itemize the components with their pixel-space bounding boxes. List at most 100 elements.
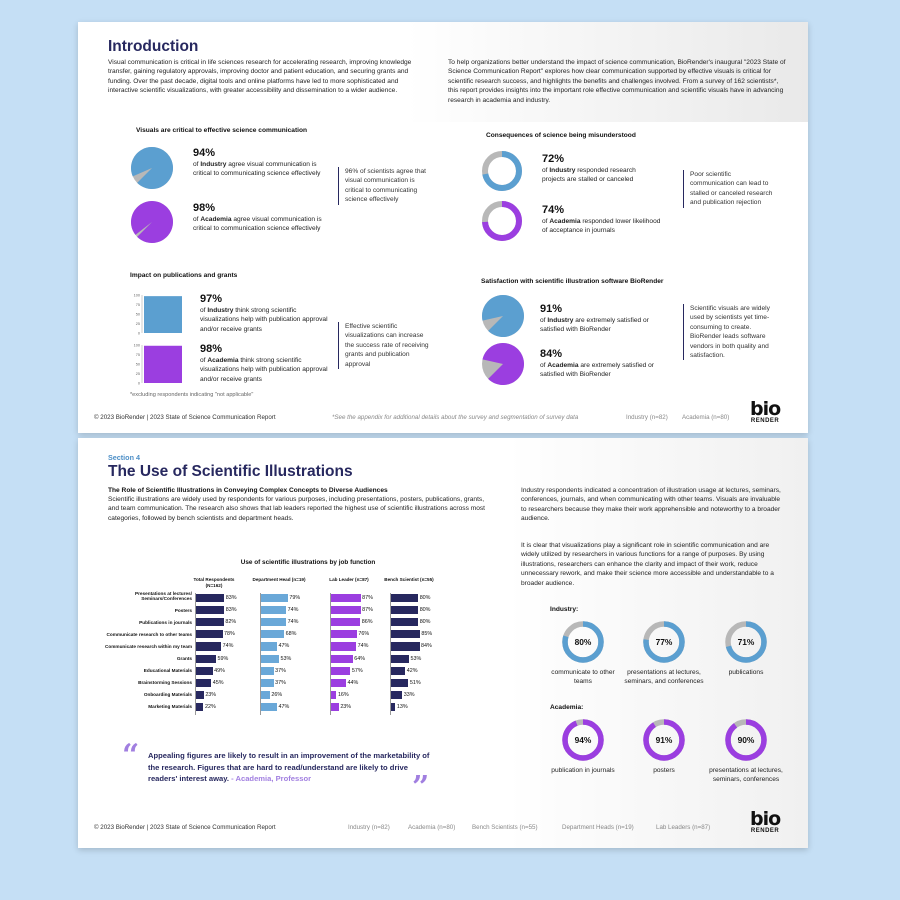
report-page-introduction: Introduction Visual communication is cri… <box>78 22 808 433</box>
chart-series-header: Department Head (n=19) <box>252 577 306 582</box>
impact-axis-tick: 25 <box>136 322 140 326</box>
quote-open-mark: “ <box>122 738 140 773</box>
chart-bar-value: 23% <box>340 703 352 710</box>
chart-series-header: Bench Scientist (n=55) <box>384 577 434 582</box>
biorender-logo: bio RENDER <box>750 400 781 425</box>
visuals-academia-text: of Academia agree visual communication i… <box>193 216 322 233</box>
impact-axis-tick: 100 <box>134 344 140 348</box>
chart-bar-value: 53% <box>280 655 292 662</box>
biorender-logo: bio RENDER <box>750 808 781 835</box>
visuals-industry-slice <box>131 147 173 189</box>
visuals-academia-pct: 98% <box>193 202 216 214</box>
academia-donut-pct: 94% <box>574 735 592 745</box>
chart-axis-line <box>260 593 261 715</box>
impact-sidebar: Effective scientific visualizations can … <box>338 322 430 370</box>
chart-bar <box>196 642 222 651</box>
visuals-sidebar: 96% of scientists agree that visual comm… <box>338 167 426 205</box>
chart-bar-value: 47% <box>278 643 290 650</box>
industry-donut-pct: 71% <box>737 637 755 647</box>
impact-bar <box>144 296 182 333</box>
consequences-industry-pct: 72% <box>542 153 565 165</box>
chart-bar-value: 74% <box>287 607 299 614</box>
chart-bar <box>196 702 204 712</box>
satisfaction-industry-text: of Industry are extremely satisfied or s… <box>540 317 649 334</box>
chart-bar-value: 22% <box>204 703 216 710</box>
chart-bar <box>391 702 396 712</box>
chart-bar <box>261 606 287 615</box>
footer-appendix-note: *See the appendix for additional details… <box>332 414 579 421</box>
chart-bar-value: 85% <box>421 631 433 638</box>
chart-bar <box>331 666 351 675</box>
chart-bar <box>196 594 225 603</box>
impact-axis-tick: 50 <box>136 313 140 317</box>
consequences-academia-donut <box>482 201 522 241</box>
industry-donut-arc <box>562 621 604 663</box>
footer-group-lab: Lab Leaders (n=87) <box>656 824 711 831</box>
chart-bar-value: 76% <box>358 631 370 638</box>
chart-bar <box>261 666 274 675</box>
chart-bar <box>261 654 280 663</box>
right-paragraph-1: Industry respondents indicated a concent… <box>521 487 781 523</box>
impact-industry-text: of Industry think strong scientific visu… <box>200 307 328 333</box>
chart-bar <box>261 678 274 687</box>
chart-bar <box>331 690 337 699</box>
footer-industry-n: Industry (n=82) <box>626 414 668 421</box>
chart-row-label: Brainstorming Sessions <box>138 680 192 686</box>
industry-donut-arc <box>725 621 767 663</box>
chart-bar <box>331 630 357 639</box>
chart-row-label: Publications in journals <box>139 619 192 625</box>
logo-bio-text: bio <box>750 808 781 830</box>
chart-bar-value: 87% <box>362 595 373 601</box>
intro-left-paragraph: Visual communication is critical in life… <box>108 59 412 95</box>
chart-bar <box>196 618 224 627</box>
footer-copyright: © 2023 BioRender | 2023 State of Science… <box>94 414 276 421</box>
chart-bar <box>331 606 361 615</box>
satisfaction-sidebar: Scientific visuals are widely used by sc… <box>683 304 778 361</box>
satisfaction-industry-pct: 91% <box>540 303 563 315</box>
chart-axis-line <box>390 593 391 715</box>
chart-row-label: Onboarding Materials <box>143 692 192 698</box>
chart-bar-value: 78% <box>224 631 235 638</box>
chart-row-label: Grants <box>176 656 192 661</box>
chart-bar-value: 84% <box>421 643 432 650</box>
chart-bar <box>391 630 420 639</box>
chart-bar-value: 74% <box>222 643 234 650</box>
impact-industry-pct: 97% <box>200 293 223 305</box>
visuals-academia-pie <box>131 201 174 243</box>
chart-bar-value: 45% <box>212 679 224 686</box>
report-page-section-4: Section 4 The Use of Scientific Illustra… <box>78 438 808 848</box>
footer-academia-n: Academia (n=80) <box>682 414 730 421</box>
logo-render-text: RENDER <box>750 418 780 424</box>
chart-bar <box>331 654 353 663</box>
page-title: Introduction <box>108 38 199 55</box>
impact-axis-tick: 100 <box>134 294 140 298</box>
chart-bar-value: 26% <box>271 691 283 698</box>
consequences-sidebar: Poor scientific communication can lead t… <box>683 170 773 208</box>
chart-bar-value: 80% <box>419 607 431 614</box>
consequences-industry-arc <box>482 151 522 191</box>
industry-donuts-label: Industry: <box>550 606 579 613</box>
chart-bar-value: 53% <box>410 655 422 662</box>
chart-bar-value: 23% <box>205 691 217 698</box>
chart-bar <box>196 654 217 663</box>
chart-bar-value: 83% <box>225 607 237 614</box>
section-title: The Use of Scientific Illustrations <box>108 463 353 480</box>
academia-donut <box>562 719 604 761</box>
satisfaction-academia-text: of Academia are extremely satisfied or s… <box>540 362 654 379</box>
chart-row-label: Posters <box>174 607 192 613</box>
chart-bar-value: 87% <box>362 607 373 614</box>
consequences-industry-donut <box>482 151 522 191</box>
academia-donut-arc <box>562 719 604 761</box>
chart-bar-value: 37% <box>275 679 286 686</box>
chart-bar-value: 44% <box>347 679 359 686</box>
chart-series-header: Lab Leader (n=87) <box>329 577 369 582</box>
visuals-industry-text: of Industry agree visual communication i… <box>193 161 321 178</box>
job-function-bar-chart: Presentations at lectures/ Seminars/Conf… <box>78 438 508 738</box>
chart-bar <box>196 690 204 699</box>
chart-bar-value: 37% <box>275 667 286 674</box>
chart-bar <box>391 642 420 651</box>
industry-donut <box>562 621 604 663</box>
impact-footnote: *excluding respondents indicating "not a… <box>130 392 254 398</box>
satisfaction-academia-pie <box>482 343 524 385</box>
industry-donut-label: communicate to other teams <box>551 669 615 686</box>
